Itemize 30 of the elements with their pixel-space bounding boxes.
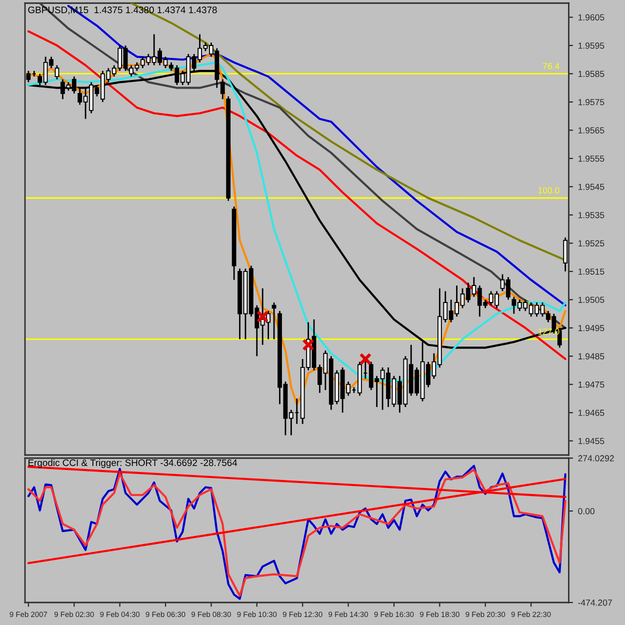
annotation: 100.0	[538, 187, 560, 194]
y-tick-label: 1.9575	[578, 99, 604, 106]
y-tick-label: 1.9475	[578, 381, 604, 388]
y-tick-label: 1.9535	[578, 212, 604, 218]
point	[359, 352, 372, 366]
y-tick-label: 1.9585	[578, 70, 604, 77]
y-tick-label: 0.00	[578, 508, 594, 514]
line-series	[27, 30, 566, 360]
y-tick-label: 274.0292	[578, 455, 614, 462]
y-tick-label: 1.9495	[578, 324, 604, 332]
y-tick-label: 1.9465	[578, 410, 604, 416]
y-tick-label: 1.9455	[578, 438, 604, 444]
candlestick	[563, 236, 568, 272]
y-tick-label: 1.9515	[578, 268, 604, 275]
candlestick	[220, 78, 225, 100]
y-tick-label: 1.9545	[578, 184, 604, 190]
y-tick-label: 1.9505	[578, 296, 604, 303]
annotation: 76.4	[543, 63, 560, 70]
point	[256, 310, 269, 323]
y-tick-label: 1.9565	[578, 127, 604, 134]
point	[302, 338, 314, 352]
y-tick-label: 1.9555	[578, 156, 604, 162]
y-tick-label: 1.9605	[578, 14, 604, 21]
y-tick-label: -474.207	[578, 600, 612, 606]
chart-title: Ergodic CCI & Trigger: SHORT -34.6692 -28.7564	[28, 459, 238, 468]
y-tick-label: 1.9595	[578, 42, 604, 49]
y-tick-label: 1.9525	[578, 240, 604, 246]
candlestick	[54, 64, 60, 80]
candlestick	[26, 70, 31, 83]
y-tick-label: 1.9485	[578, 353, 604, 360]
